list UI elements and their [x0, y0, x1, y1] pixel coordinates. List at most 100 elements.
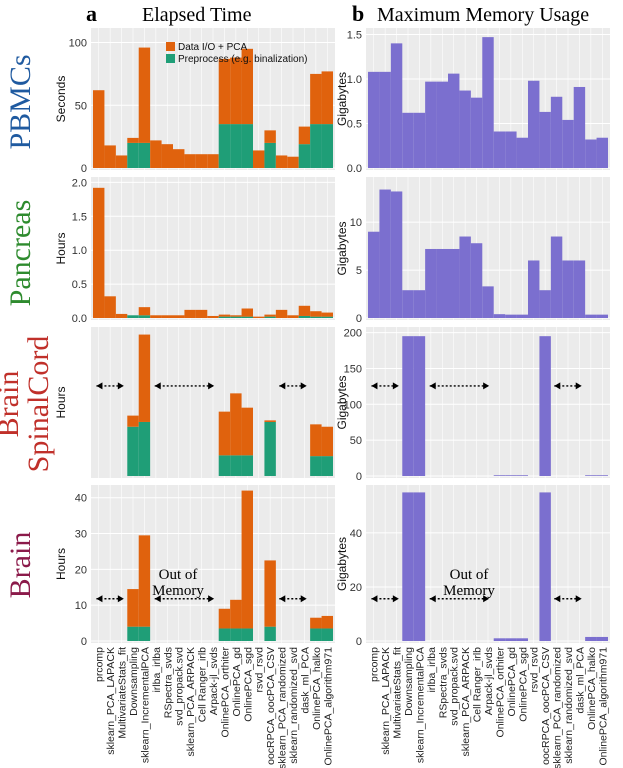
bar-dataio-13: [241, 48, 253, 125]
bar-preprocess-11: [218, 124, 231, 168]
bar-memory-9: [470, 97, 483, 168]
bar-preprocess-11: [218, 455, 231, 476]
y-axis-label: Hours: [54, 548, 68, 580]
x-tick-label-a: rsvd_rsvd: [254, 647, 266, 693]
bar-preprocess-12: [230, 124, 242, 168]
y-tick-label: 0.5: [347, 118, 362, 130]
x-tick-label-a: OnlinePCA_halko: [311, 647, 323, 730]
bar-dataio-12: [230, 599, 242, 629]
bar-memory-0: [368, 71, 380, 168]
x-tick-label-b: Arpack-jl_svds: [483, 647, 495, 715]
y-tick-label: 2.0: [72, 177, 87, 189]
x-tick-label-b: sklearn_PCA_randomized: [552, 647, 564, 768]
bar-memory-20: [596, 314, 608, 318]
bar-dataio-11: [218, 608, 231, 629]
bar-memory-13: [516, 475, 528, 476]
y-tick-label: 0: [81, 636, 87, 648]
x-tick-label-b: OnlinePCA_algorithm971: [597, 647, 609, 766]
bar-dataio-19: [310, 617, 322, 629]
bar-memory-11: [493, 314, 506, 318]
x-tick-label-b: sklearn_randomized_svd: [563, 647, 575, 764]
bar-dataio-1: [104, 296, 116, 318]
bar-memory-19: [585, 636, 597, 641]
x-tick-label-b: svd_propack.svd: [449, 647, 461, 726]
panel-b-pbmcs: 0.0 0.5 1.0 1.5 Gigabytes: [335, 28, 610, 175]
bar-preprocess-12: [230, 628, 242, 641]
bar-preprocess-13: [241, 628, 253, 641]
bar-memory-15: [539, 111, 551, 168]
bar-dataio-12: [230, 393, 242, 456]
bar-dataio-12: [230, 315, 242, 317]
bar-dataio-1: [104, 145, 116, 168]
legend-swatch-preprocess: [166, 54, 175, 63]
bar-dataio-0: [93, 187, 105, 318]
y-tick-label: 20: [350, 582, 362, 594]
bar-dataio-20: [321, 426, 333, 457]
bar-dataio-7: [173, 149, 185, 168]
oom-arrow-right-a: [279, 382, 307, 390]
bar-memory-8: [459, 90, 471, 168]
bar-memory-3: [402, 492, 414, 641]
bar-preprocess-11: [218, 316, 231, 318]
x-tick-label-a: sklearn_PCA_ARPACK: [185, 647, 197, 757]
y-tick-label: 10: [75, 600, 87, 612]
oom-arrow-right-a: [279, 595, 307, 603]
bar-preprocess-18: [298, 144, 311, 168]
bar-dataio-6: [161, 144, 173, 168]
oom-arrow-right-b: [554, 595, 582, 603]
y-tick-label: 0.0: [347, 163, 362, 175]
bar-memory-14: [528, 80, 540, 168]
bar-memory-20: [596, 137, 608, 168]
bar-preprocess-3: [127, 142, 139, 168]
y-tick-label: 20: [75, 564, 87, 576]
legend-label-preprocess: Preprocess (e.g. binalization): [178, 54, 308, 65]
panel-b-brainspinalcord: 0 50 100 150 200 Gigabytes: [335, 327, 610, 483]
bar-memory-7: [448, 248, 460, 318]
oom-arrow-mid-a: [154, 595, 215, 603]
bar-memory-5: [425, 81, 437, 168]
bar-memory-17: [562, 260, 574, 318]
y-tick-label: 5: [356, 265, 362, 277]
legend: Data I/O + PCA Preprocess (e.g. binaliza…: [166, 42, 308, 65]
bar-dataio-8: [184, 309, 196, 318]
y-tick-label: 100: [344, 399, 362, 411]
x-tick-label-a: sklearn_IncrementalPCA: [139, 647, 151, 763]
bar-memory-10: [482, 286, 494, 318]
bar-preprocess-4: [138, 142, 151, 168]
oom-arrow-left-a: [96, 382, 124, 390]
bar-dataio-14: [253, 150, 265, 168]
bar-memory-6: [436, 81, 448, 168]
x-tick-label-b: OnlinePCA_gd: [506, 647, 518, 717]
bar-memory-3: [402, 290, 414, 318]
x-tick-label-b: rsvd_rsvd: [529, 647, 541, 693]
bar-preprocess-13: [241, 455, 253, 476]
oom-arrow-right-b: [554, 382, 582, 390]
bar-memory-15: [539, 336, 551, 476]
panel-a-pancreas: 0.0 0.5 1.0 1.5 2.0 Hours: [54, 177, 335, 325]
bar-memory-16: [550, 96, 563, 168]
bar-memory-10: [482, 37, 494, 168]
bar-preprocess-19: [310, 628, 322, 641]
bar-preprocess-15: [264, 421, 276, 476]
y-tick-label: 0.0: [72, 313, 87, 325]
y-axis-label: Hours: [54, 232, 68, 264]
x-tick-label-a: sklearn_PCA_randomized: [277, 647, 289, 768]
bar-preprocess-4: [138, 315, 151, 318]
bar-preprocess-15: [264, 316, 276, 318]
panel-a-letter: a: [86, 1, 97, 26]
bar-preprocess-20: [321, 628, 333, 641]
bar-memory-20: [596, 475, 608, 476]
bar-preprocess-20: [321, 456, 333, 476]
bar-dataio-15: [264, 560, 276, 627]
bar-dataio-11: [218, 58, 231, 125]
bar-memory-6: [436, 248, 448, 318]
bar-dataio-5: [150, 140, 162, 168]
bar-memory-19: [585, 475, 597, 476]
bar-memory-18: [573, 260, 586, 318]
bar-dataio-9: [195, 154, 208, 168]
x-tick-label-a: Cell Ranger_irlb: [197, 647, 209, 722]
y-tick-label: 150: [344, 363, 362, 375]
bar-dataio-6: [161, 315, 173, 318]
y-tick-label: 100: [69, 38, 87, 50]
bar-preprocess-3: [127, 315, 139, 318]
